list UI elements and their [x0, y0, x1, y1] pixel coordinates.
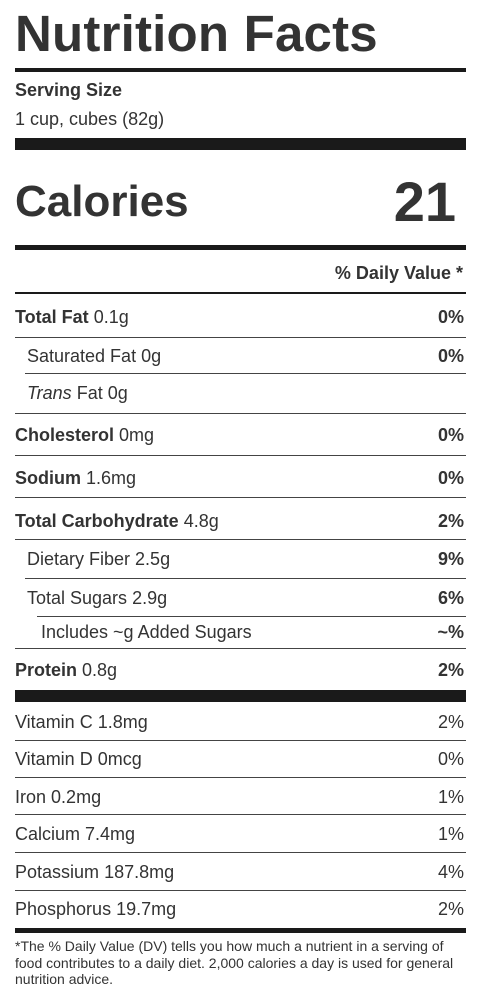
nutrient-name: Sodium 1.6mg	[15, 468, 137, 488]
nutrient-dv: 2%	[437, 511, 464, 531]
calories-value: 21	[393, 170, 456, 233]
vitamin-row-calcium: Calcium 7.4mg 1%	[15, 822, 466, 846]
row-divider	[15, 852, 466, 853]
vitamin-dv: 1%	[437, 824, 464, 844]
row-divider	[25, 373, 466, 374]
nutrient-row-total-sugars: Total Sugars 2.9g 6%	[15, 586, 466, 610]
vitamin-dv: 2%	[437, 899, 464, 919]
serving-size-value: 1 cup, cubes (82g)	[15, 109, 165, 129]
daily-value-header: % Daily Value *	[334, 263, 463, 283]
nutrient-dv: 0%	[437, 468, 464, 488]
vitamin-name: Vitamin C 1.8mg	[15, 712, 148, 732]
row-divider	[15, 648, 466, 649]
nutrient-dv: ~%	[437, 622, 464, 642]
nutrient-row-sodium: Sodium 1.6mg 0%	[15, 466, 466, 490]
nutrient-dv: 6%	[437, 588, 464, 608]
nutrient-row-cholesterol: Cholesterol 0mg 0%	[15, 423, 466, 447]
nutrient-dv: 0%	[437, 425, 464, 445]
nutrient-name: Total Carbohydrate 4.8g	[15, 511, 219, 531]
calories-label: Calories	[15, 177, 189, 226]
vitamin-row-vitamin-c: Vitamin C 1.8mg 2%	[15, 710, 466, 734]
row-divider	[15, 455, 466, 456]
nutrient-name: Cholesterol 0mg	[15, 425, 155, 445]
vitamin-row-potassium: Potassium 187.8mg 4%	[15, 860, 466, 884]
nutrient-dv: 2%	[437, 660, 464, 680]
nutrient-row-saturated-fat: Saturated Fat 0g 0%	[15, 344, 466, 368]
vitamin-name: Calcium 7.4mg	[15, 824, 136, 844]
row-divider	[15, 777, 466, 778]
nutrient-dv: 0%	[437, 346, 464, 366]
nutrient-name: Total Fat 0.1g	[15, 307, 129, 327]
nutrient-dv: 9%	[437, 549, 464, 569]
nutrient-name: Total Sugars 2.9g	[27, 588, 168, 608]
row-divider	[15, 814, 466, 815]
vitamin-row-vitamin-d: Vitamin D 0mcg 0%	[15, 747, 466, 771]
serving-divider	[15, 138, 466, 150]
row-divider	[15, 539, 466, 540]
dv-header-divider	[15, 292, 466, 294]
label-title: Nutrition Facts	[15, 5, 378, 62]
vitamin-name: Potassium 187.8mg	[15, 862, 175, 882]
nutrient-row-total-fat: Total Fat 0.1g 0%	[15, 305, 466, 329]
calories-divider	[15, 245, 466, 250]
nutrient-row-dietary-fiber: Dietary Fiber 2.5g 9%	[15, 547, 466, 571]
vitamin-dv: 0%	[437, 749, 464, 769]
nutrient-name: Protein 0.8g	[15, 660, 118, 680]
row-divider	[37, 616, 466, 617]
vitamin-dv: 1%	[437, 787, 464, 807]
footer-divider	[15, 928, 466, 933]
row-divider	[15, 497, 466, 498]
nutrient-row-protein: Protein 0.8g 2%	[15, 658, 466, 682]
title-divider	[15, 68, 466, 72]
serving-size-label: Serving Size	[15, 80, 123, 100]
vitamin-name: Phosphorus 19.7mg	[15, 899, 177, 919]
vitamin-row-phosphorus: Phosphorus 19.7mg 2%	[15, 897, 466, 921]
nutrient-name: Includes ~g Added Sugars	[41, 622, 252, 642]
nutrient-name: Saturated Fat 0g	[27, 346, 162, 366]
nutrient-row-trans-fat: Trans Fat 0g	[15, 381, 466, 405]
nutrient-name: Trans Fat 0g	[27, 383, 128, 403]
vitamin-dv: 4%	[437, 862, 464, 882]
row-divider	[15, 337, 466, 338]
daily-value-footnote: *The % Daily Value (DV) tells you how mu…	[15, 938, 454, 987]
nutrient-row-added-sugars: Includes ~g Added Sugars ~%	[15, 620, 466, 644]
vitamin-name: Vitamin D 0mcg	[15, 749, 142, 769]
vitamin-row-iron: Iron 0.2mg 1%	[15, 785, 466, 809]
vitamin-name: Iron 0.2mg	[15, 787, 102, 807]
nutrient-row-total-carbohydrate: Total Carbohydrate 4.8g 2%	[15, 509, 466, 533]
row-divider	[15, 890, 466, 891]
row-divider	[15, 413, 466, 414]
row-divider	[15, 740, 466, 741]
row-divider	[25, 578, 466, 579]
nutrient-dv: 0%	[437, 307, 464, 327]
vitamin-dv: 2%	[437, 712, 464, 732]
protein-divider	[15, 690, 466, 702]
nutrient-name: Dietary Fiber 2.5g	[27, 549, 171, 569]
